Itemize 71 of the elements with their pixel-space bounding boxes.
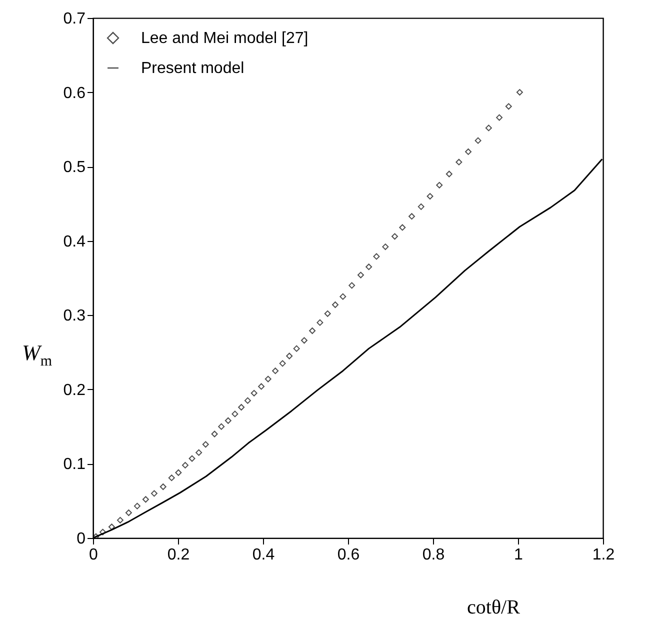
point <box>238 404 245 410</box>
point <box>232 410 238 418</box>
point <box>485 124 492 132</box>
point <box>211 430 218 438</box>
y-tick-label: 0 <box>76 530 86 548</box>
point <box>418 203 424 210</box>
y-tick-label: 0.7 <box>63 10 86 28</box>
point <box>366 264 372 270</box>
point <box>264 376 272 382</box>
point <box>408 213 415 220</box>
point <box>175 469 182 476</box>
point <box>188 455 196 462</box>
point <box>160 484 166 490</box>
point <box>168 474 175 482</box>
point <box>272 368 279 374</box>
x-tick-label: 0.6 <box>337 546 360 564</box>
point <box>474 137 482 144</box>
y-tick-label: 0.1 <box>63 456 86 474</box>
point <box>332 302 338 308</box>
point <box>150 490 158 497</box>
point <box>399 224 406 231</box>
point <box>373 253 380 260</box>
point <box>348 282 356 289</box>
point <box>309 328 316 334</box>
point <box>324 310 331 317</box>
point <box>392 233 398 240</box>
point <box>446 170 452 178</box>
point <box>456 158 462 166</box>
point <box>258 383 265 390</box>
y-tick-label: 0.2 <box>63 382 86 399</box>
point <box>286 352 293 360</box>
x-tick-label: 0.2 <box>167 546 190 564</box>
legend-label: Lee and Mei model [27] <box>141 30 308 47</box>
legend-label: Present model <box>141 60 244 77</box>
point <box>382 244 389 250</box>
x-tick-label: 0.8 <box>422 546 445 564</box>
y-tick-label: 0.3 <box>63 308 86 325</box>
point <box>182 462 188 468</box>
point <box>505 103 512 110</box>
point <box>516 89 523 96</box>
point <box>134 502 140 510</box>
point <box>316 319 324 326</box>
y-tick-label: 0.4 <box>63 233 86 250</box>
x-tick-label: 0 <box>89 546 98 564</box>
y-axis-title: W$_{m}$ <box>22 340 52 370</box>
point <box>436 182 443 188</box>
point <box>218 423 225 430</box>
point <box>196 449 202 456</box>
x-tick-label: 1.2 <box>592 546 615 564</box>
point <box>279 360 286 367</box>
y-tick-label: 0.5 <box>63 159 86 176</box>
point <box>116 516 124 524</box>
point <box>244 397 251 404</box>
point <box>142 496 149 503</box>
point <box>340 293 346 300</box>
point <box>250 390 258 396</box>
x-tick-label: 0.4 <box>252 546 275 564</box>
point <box>358 272 364 278</box>
y-tick-label: 0.6 <box>63 84 86 102</box>
point <box>224 417 232 424</box>
point <box>465 148 472 155</box>
point <box>202 441 209 448</box>
point <box>426 193 434 200</box>
x-tick-label: 1 <box>514 546 524 564</box>
point <box>293 345 300 352</box>
point <box>125 510 132 516</box>
point <box>108 524 115 530</box>
point <box>100 528 106 536</box>
point <box>496 114 503 121</box>
point <box>300 337 308 344</box>
x-axis-title: cotθ/R <box>467 596 521 618</box>
